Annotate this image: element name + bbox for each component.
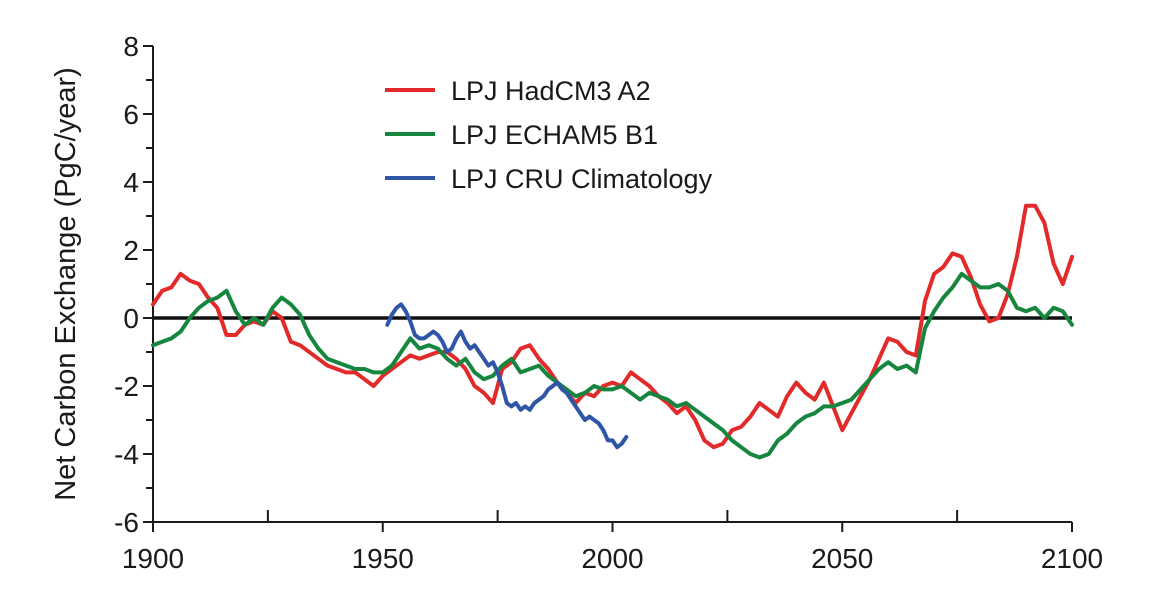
legend-label: LPJ HadCM3 A2 bbox=[451, 76, 651, 106]
y-tick-label: 4 bbox=[123, 167, 139, 198]
y-tick-label: -2 bbox=[114, 371, 139, 402]
series-lines bbox=[151, 203, 1074, 460]
legend-label: LPJ CRU Climatology bbox=[451, 164, 713, 194]
series-line-2 bbox=[151, 271, 1074, 460]
x-tick-label: 2000 bbox=[581, 543, 643, 574]
x-tick-label: 1950 bbox=[352, 543, 414, 574]
y-axis-title: Net Carbon Exchange (PgC/year) bbox=[50, 67, 82, 501]
series-line-3 bbox=[385, 302, 629, 450]
y-tick-label: -6 bbox=[114, 507, 139, 538]
y-tick-label: -4 bbox=[114, 439, 139, 470]
axis-ticks: 1900 1950 2000 2050 2100 8 6 4 2 0 -2 -4 -6 bbox=[114, 31, 1103, 574]
x-tick-label: 1900 bbox=[122, 543, 184, 574]
x-tick-label: 2100 bbox=[1041, 543, 1103, 574]
y-tick-label: 0 bbox=[123, 303, 139, 334]
y-tick-label: 2 bbox=[123, 235, 139, 266]
legend: LPJ HadCM3 A2 LPJ ECHAM5 B1 LPJ CRU Climat… bbox=[385, 76, 713, 194]
x-tick-label: 2050 bbox=[811, 543, 873, 574]
y-tick-label: 6 bbox=[123, 99, 139, 130]
series-line-1 bbox=[151, 203, 1074, 450]
y-tick-label: 8 bbox=[123, 31, 139, 62]
legend-label: LPJ ECHAM5 B1 bbox=[451, 120, 658, 150]
